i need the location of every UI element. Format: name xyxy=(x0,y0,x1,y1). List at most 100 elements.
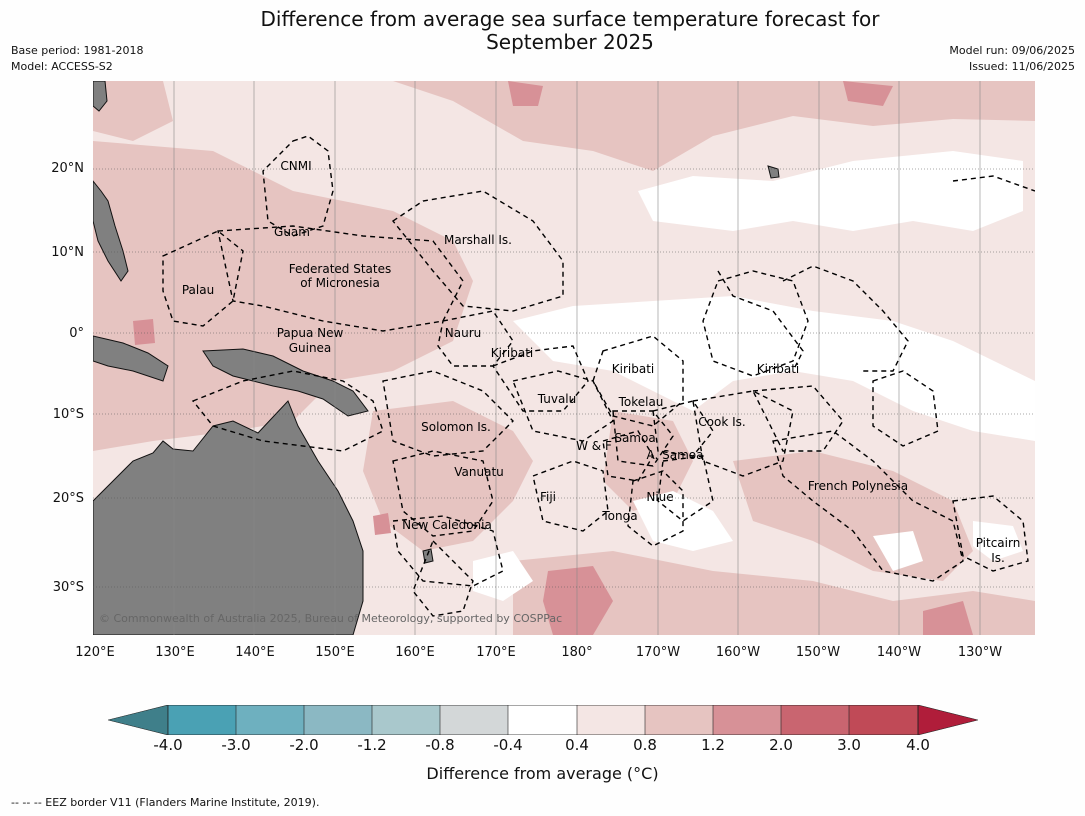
anomaly-patch-strong xyxy=(373,513,391,535)
region-label: French Polynesia xyxy=(807,479,909,493)
colorbar-tick: 1.2 xyxy=(701,736,725,754)
colorbar-tick: 0.4 xyxy=(565,736,589,754)
lon-label: 160°W xyxy=(715,645,761,660)
colorbar-segment-above xyxy=(917,705,978,735)
anomaly-band-medium xyxy=(93,81,173,141)
colorbar-segment xyxy=(236,705,304,735)
region-label: W & F xyxy=(576,439,612,453)
colorbar-tick: -1.2 xyxy=(357,736,387,754)
lat-label: 20°N xyxy=(51,161,84,176)
region-label: New Caledonia xyxy=(402,518,492,532)
lon-label: 140°W xyxy=(876,645,922,660)
region-label: Guinea xyxy=(288,341,332,355)
colorbar-tick: 4.0 xyxy=(906,736,930,754)
anomaly-neutral xyxy=(473,551,533,601)
lon-label: 120°E xyxy=(75,645,115,660)
colorbar-segment xyxy=(508,705,577,735)
australia-landmass xyxy=(93,400,364,635)
colorbar-tick: -2.0 xyxy=(289,736,319,754)
colorbar-tick: 0.8 xyxy=(633,736,657,754)
region-label: Solomon Is. xyxy=(421,420,491,434)
region-label: Tuvalu xyxy=(537,392,577,406)
philippines-landmass xyxy=(93,180,129,282)
region-label: Samoa xyxy=(614,431,656,445)
colorbar-label: Difference from average (°C) xyxy=(426,764,659,783)
lon-label: 170°E xyxy=(476,645,516,660)
model-name: Model: ACCESS-S2 xyxy=(11,60,113,73)
lon-label: 150°W xyxy=(795,645,841,660)
anomaly-band-medium xyxy=(93,141,473,451)
region-label: Fiji xyxy=(539,490,557,504)
meta-left: Base period: 1981-2018 Model: ACCESS-S2 xyxy=(11,43,143,75)
region-label: Tokelau xyxy=(618,395,664,409)
colorbar-tick: 3.0 xyxy=(837,736,861,754)
colorbar-tick: -4.0 xyxy=(153,736,183,754)
colorbar-tick: -0.4 xyxy=(493,736,523,754)
eez-borders xyxy=(162,135,1035,617)
base-period: Base period: 1981-2018 xyxy=(11,44,144,57)
region-label: A. Samoa xyxy=(646,448,704,462)
anomaly-patch-strong xyxy=(508,81,543,106)
new-guinea-landmass xyxy=(202,348,369,417)
region-label: CNMI xyxy=(280,159,312,173)
copyright-notice: © Commonwealth of Australia 2025, Bureau… xyxy=(99,612,563,625)
anomaly-patch-strong xyxy=(133,319,155,345)
lon-label: 130°W xyxy=(957,645,1003,660)
lat-label: 30°S xyxy=(52,580,84,595)
region-label: Pitcairn xyxy=(975,536,1021,550)
lon-label: 180° xyxy=(561,645,593,660)
indonesia-landmass xyxy=(93,335,169,382)
colorbar-segment xyxy=(577,705,645,735)
colorbar-segment xyxy=(781,705,849,735)
issued-date: Issued: 11/06/2025 xyxy=(968,60,1075,73)
lon-label: 150°E xyxy=(315,645,355,660)
lat-label: 20°S xyxy=(52,491,84,506)
sst-anomaly-map[interactable]: © Commonwealth of Australia 2025, Bureau… xyxy=(93,81,1035,635)
title-line-1: Difference from average sea surface temp… xyxy=(260,7,880,31)
colorbar-tick: -3.0 xyxy=(221,736,251,754)
title-line-2: September 2025 xyxy=(486,30,654,54)
region-label: Niue xyxy=(646,490,674,504)
colorbar-segment xyxy=(372,705,440,735)
colorbar-segment xyxy=(168,705,236,735)
region-label: Vanuatu xyxy=(454,465,504,479)
region-label: Kiribati xyxy=(611,362,655,376)
lat-label: 0° xyxy=(69,326,84,341)
colorbar-dividers xyxy=(235,705,850,735)
colorbar-segment xyxy=(713,705,781,735)
region-label: Guam xyxy=(274,225,310,239)
region-label: Papua New xyxy=(276,326,344,340)
model-run: Model run: 09/06/2025 xyxy=(949,44,1075,57)
region-label: Palau xyxy=(181,283,215,297)
region-label: Is. xyxy=(991,551,1005,565)
colorbar-segment xyxy=(645,705,713,735)
lon-label: 140°E xyxy=(235,645,275,660)
anomaly-neutral xyxy=(873,531,923,571)
region-label: Nauru xyxy=(444,326,482,340)
region-label: Tonga xyxy=(602,509,638,523)
anomaly-patch-strong xyxy=(543,566,613,635)
map-title: Difference from average sea surface temp… xyxy=(200,8,940,54)
colorbar-segment xyxy=(440,705,508,735)
graticule xyxy=(173,81,981,635)
region-label: of Micronesia xyxy=(300,276,380,290)
colorbar-tick: -0.8 xyxy=(425,736,455,754)
eez-footnote: -- -- -- EEZ border V11 (Flanders Marine… xyxy=(11,796,320,809)
anomaly-band-medium xyxy=(93,81,1035,171)
region-label: Marshall Is. xyxy=(444,233,512,247)
map-canvas xyxy=(93,81,1035,635)
colorbar xyxy=(108,705,978,735)
lon-label: 170°W xyxy=(635,645,681,660)
anomaly-patch-strong xyxy=(923,601,973,635)
region-label: Cook Is. xyxy=(698,415,746,429)
anomaly-band-medium xyxy=(513,551,1035,635)
colorbar-segment-below xyxy=(108,705,169,735)
lon-label: 160°E xyxy=(395,645,435,660)
anomaly-neutral xyxy=(638,151,1023,231)
colorbar-segment xyxy=(304,705,372,735)
colorbar-tick: 2.0 xyxy=(769,736,793,754)
lat-label: 10°S xyxy=(52,407,84,422)
latitude-lines xyxy=(93,168,1035,588)
anomaly-patch-strong xyxy=(843,81,893,106)
region-label: Kiribati xyxy=(756,362,800,376)
